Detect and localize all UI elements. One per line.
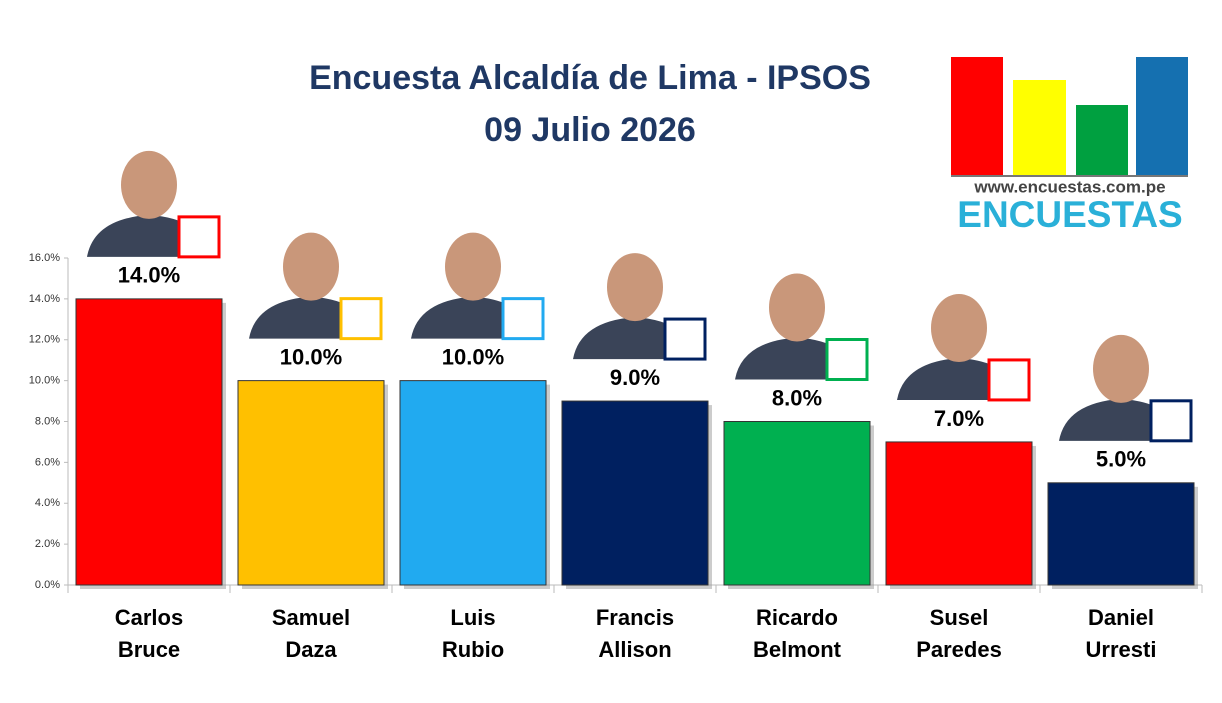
party-logo [825, 338, 869, 381]
value-label: 10.0% [280, 344, 342, 369]
photo-head [1093, 334, 1149, 403]
bar [723, 421, 871, 586]
party-logo [663, 317, 707, 361]
logo-bar [1013, 80, 1066, 175]
y-tick-label: 16.0% [29, 252, 60, 264]
photo-head [121, 150, 177, 219]
x-tick-label: Carlos Bruce [114, 605, 184, 662]
logo-name: ENCUESTAS [957, 194, 1182, 235]
x-tick-label: Samuel Daza [271, 605, 351, 662]
value-label: 5.0% [1096, 447, 1146, 472]
logo-bar [1136, 57, 1188, 175]
value-label: 10.0% [442, 344, 504, 369]
y-tick-label: 4.0% [35, 497, 60, 509]
value-label: 14.0% [118, 263, 180, 288]
bar [885, 441, 1033, 586]
party-logo [339, 297, 383, 341]
value-label: 8.0% [772, 385, 822, 410]
value-label: 9.0% [610, 365, 660, 390]
party-logo [177, 215, 221, 259]
bar [1047, 482, 1195, 586]
y-tick-label: 6.0% [35, 456, 60, 468]
y-tick-label: 10.0% [29, 375, 60, 387]
x-tick-label: Daniel Urresti [1085, 605, 1157, 662]
y-tick-label: 12.0% [29, 334, 60, 346]
value-label: 7.0% [934, 406, 984, 431]
party-logo [501, 297, 545, 341]
y-tick-label: 8.0% [35, 415, 60, 427]
y-tick-label: 0.0% [35, 579, 60, 591]
y-tick-label: 14.0% [29, 293, 60, 305]
photo-head [283, 232, 339, 301]
party-logo [987, 358, 1031, 402]
x-tick-label: Ricardo Belmont [753, 605, 841, 662]
party-logo [1149, 399, 1193, 443]
bar [75, 298, 223, 586]
logo-bar [951, 57, 1003, 175]
logo-url: www.encuestas.com.pe [973, 177, 1165, 196]
photo-head [769, 273, 825, 342]
bar [399, 380, 547, 586]
y-tick-label: 2.0% [35, 538, 60, 550]
chart-subtitle: 09 Julio 2026 [484, 111, 696, 149]
photo-head [607, 253, 663, 322]
photo-head [445, 232, 501, 301]
x-tick-label: Luis Rubio [441, 605, 505, 662]
chart-title: Encuesta Alcaldía de Lima - IPSOS [309, 59, 871, 97]
logo: www.encuestas.com.pe ENCUESTAS [951, 57, 1188, 235]
bar [561, 400, 709, 586]
logo-bar [1076, 105, 1128, 175]
bar [237, 380, 385, 586]
photo-head [931, 293, 987, 362]
x-tick-label: Francis Allison [595, 605, 675, 662]
x-tick-label: Susel Paredes [916, 605, 1002, 662]
